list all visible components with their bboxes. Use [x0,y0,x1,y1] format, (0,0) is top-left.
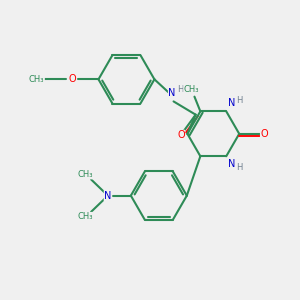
Text: N: N [229,160,236,170]
Text: O: O [68,74,76,84]
Text: H: H [236,96,243,105]
Text: H: H [177,85,183,94]
Text: O: O [177,130,185,140]
Text: O: O [260,129,268,139]
Text: CH₃: CH₃ [77,170,93,179]
Text: H: H [236,163,243,172]
Text: N: N [168,88,176,98]
Text: CH₃: CH₃ [29,75,44,84]
Text: CH₃: CH₃ [77,212,93,221]
Text: N: N [229,98,236,108]
Text: CH₃: CH₃ [184,85,199,94]
Text: N: N [104,190,112,201]
